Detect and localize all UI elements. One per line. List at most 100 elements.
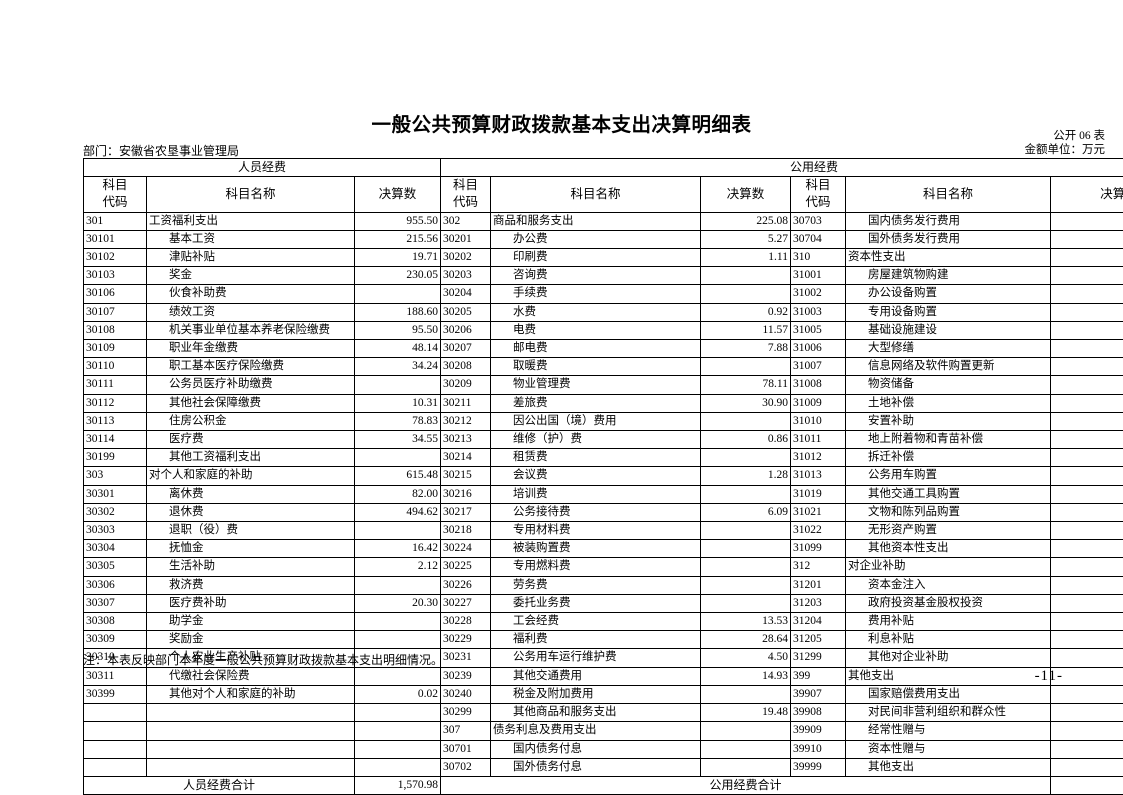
cell-name-public-1: 委托业务费 xyxy=(491,594,701,612)
cell-amount-public-1 xyxy=(701,522,791,540)
cell-amount-public-1 xyxy=(701,758,791,776)
cell-amount-personnel: 10.31 xyxy=(355,394,441,412)
col-header-amount-public-2: 决算数 xyxy=(1051,177,1123,212)
cell-name-personnel: 机关事业单位基本养老保险缴费 xyxy=(147,321,355,339)
total-personnel-value: 1,570.98 xyxy=(355,776,441,794)
cell-code-personnel: 30307 xyxy=(84,594,147,612)
cell-amount-public-1: 225.08 xyxy=(701,212,791,230)
cell-amount-public-2 xyxy=(1051,594,1123,612)
col-header-name-personnel: 科目名称 xyxy=(147,177,355,212)
cell-amount-public-2 xyxy=(1051,613,1123,631)
cell-name-personnel: 津贴补贴 xyxy=(147,249,355,267)
cell-amount-public-2 xyxy=(1051,631,1123,649)
cell-name-public-2: 利息补贴 xyxy=(846,631,1051,649)
cell-amount-public-1 xyxy=(701,285,791,303)
cell-code-public-2: 31022 xyxy=(791,522,846,540)
cell-name-public-2: 政府投资基金股权投资 xyxy=(846,594,1051,612)
cell-code-personnel: 30106 xyxy=(84,285,147,303)
cell-amount-public-1: 78.11 xyxy=(701,376,791,394)
cell-code-public-1: 30225 xyxy=(441,558,491,576)
cell-code-personnel: 30112 xyxy=(84,394,147,412)
cell-code-public-2: 39999 xyxy=(791,758,846,776)
group-header-personnel: 人员经费 xyxy=(84,159,441,177)
cell-name-personnel: 基本工资 xyxy=(147,230,355,248)
col-header-code-public-2: 科目 代码 xyxy=(791,177,846,212)
col-header-name-public-1: 科目名称 xyxy=(491,177,701,212)
cell-amount-personnel: 82.00 xyxy=(355,485,441,503)
col-header-amount-personnel: 决算数 xyxy=(355,177,441,212)
cell-code-public-2: 31006 xyxy=(791,340,846,358)
cell-code-public-1: 30218 xyxy=(441,522,491,540)
cell-name-public-1: 因公出国（境）费用 xyxy=(491,412,701,430)
cell-name-personnel xyxy=(147,704,355,722)
cell-amount-personnel: 494.62 xyxy=(355,503,441,521)
col-header-code-line2: 代码 xyxy=(793,194,843,211)
cell-amount-public-1 xyxy=(701,267,791,285)
cell-code-personnel: 30304 xyxy=(84,540,147,558)
cell-code-public-2: 31007 xyxy=(791,358,846,376)
sheet-label: 公开 06 表 xyxy=(1053,129,1105,143)
cell-amount-public-2 xyxy=(1051,685,1123,703)
cell-code-public-1: 30701 xyxy=(441,740,491,758)
cell-amount-personnel: 34.55 xyxy=(355,431,441,449)
cell-amount-personnel xyxy=(355,522,441,540)
cell-name-public-1: 其他交通费用 xyxy=(491,667,701,685)
cell-amount-public-2 xyxy=(1051,740,1123,758)
cell-code-personnel: 30399 xyxy=(84,685,147,703)
cell-name-public-2: 安置补助 xyxy=(846,412,1051,430)
cell-code-public-2: 31002 xyxy=(791,285,846,303)
cell-code-personnel: 30109 xyxy=(84,340,147,358)
cell-code-public-1: 30212 xyxy=(441,412,491,430)
cell-amount-public-2 xyxy=(1051,503,1123,521)
cell-amount-public-1: 6.09 xyxy=(701,503,791,521)
cell-code-public-2: 31012 xyxy=(791,449,846,467)
cell-code-public-2: 31013 xyxy=(791,467,846,485)
cell-code-public-2: 310 xyxy=(791,249,846,267)
cell-name-personnel: 医疗费补助 xyxy=(147,594,355,612)
cell-name-public-1: 福利费 xyxy=(491,631,701,649)
cell-code-public-1: 30204 xyxy=(441,285,491,303)
cell-code-public-1: 30203 xyxy=(441,267,491,285)
cell-amount-public-1 xyxy=(701,412,791,430)
cell-name-public-2: 国外债务发行费用 xyxy=(846,230,1051,248)
cell-code-personnel: 303 xyxy=(84,467,147,485)
cell-name-public-1: 电费 xyxy=(491,321,701,339)
cell-code-personnel: 30199 xyxy=(84,449,147,467)
cell-name-personnel: 其他社会保障缴费 xyxy=(147,394,355,412)
cell-name-personnel xyxy=(147,722,355,740)
cell-amount-public-2 xyxy=(1051,303,1123,321)
cell-name-public-2: 办公设备购置 xyxy=(846,285,1051,303)
cell-amount-personnel: 78.83 xyxy=(355,412,441,430)
cell-name-personnel: 工资福利支出 xyxy=(147,212,355,230)
cell-code-personnel: 301 xyxy=(84,212,147,230)
cell-name-public-2: 其他对企业补助 xyxy=(846,649,1051,667)
cell-name-personnel: 生活补助 xyxy=(147,558,355,576)
group-header-row: 人员经费 公用经费 xyxy=(84,159,1123,177)
cell-amount-public-1: 1.11 xyxy=(701,249,791,267)
cell-amount-personnel: 16.42 xyxy=(355,540,441,558)
cell-code-public-1: 30206 xyxy=(441,321,491,339)
cell-name-public-1: 会议费 xyxy=(491,467,701,485)
cell-amount-personnel xyxy=(355,722,441,740)
cell-amount-public-1 xyxy=(701,485,791,503)
cell-code-personnel: 30102 xyxy=(84,249,147,267)
cell-name-personnel: 职工基本医疗保险缴费 xyxy=(147,358,355,376)
cell-amount-personnel xyxy=(355,449,441,467)
cell-code-public-1: 30207 xyxy=(441,340,491,358)
cell-amount-public-1: 1.28 xyxy=(701,467,791,485)
total-public-label: 公用经费合计 xyxy=(441,776,1051,794)
cell-name-public-2: 其他支出 xyxy=(846,758,1051,776)
page-title: 一般公共预算财政拨款基本支出决算明细表 xyxy=(0,108,1123,137)
cell-amount-public-1: 5.27 xyxy=(701,230,791,248)
cell-amount-public-2 xyxy=(1051,394,1123,412)
cell-name-public-2: 基础设施建设 xyxy=(846,321,1051,339)
